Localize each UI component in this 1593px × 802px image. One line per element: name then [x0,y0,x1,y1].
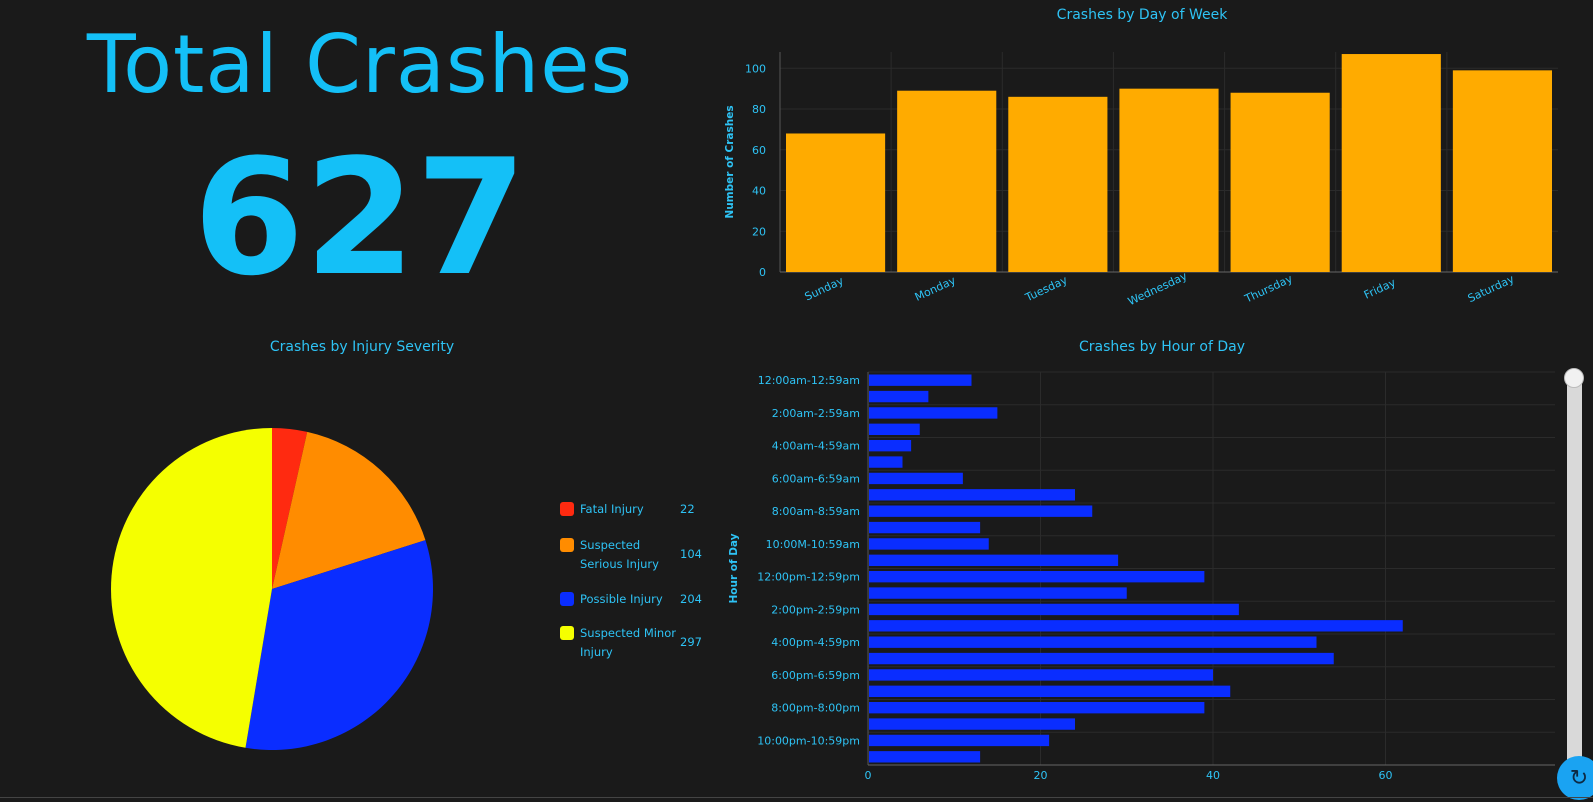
y-tick-label: 2:00am-2:59am [772,407,860,420]
y-tick-label: 4:00pm-4:59pm [771,636,860,649]
y-tick-label: 4:00am-4:59am [772,440,860,453]
legend-swatch [560,626,574,640]
bar [869,587,1127,599]
bar [869,734,1050,747]
chart-title: Crashes by Hour of Day [1079,339,1245,355]
bar [869,669,1213,681]
bar [869,571,1205,583]
y-tick-label: 0 [759,266,766,279]
legend-item[interactable]: Suspected Minor Injury 297 [560,624,702,662]
bar [869,636,1317,648]
day-of-week-chart: Crashes by Day of Week Number of Crashes 0… [724,7,1558,308]
y-tick-label: 20 [752,225,766,238]
chart-title: Crashes by Day of Week [1057,7,1229,23]
refresh-icon: ↻ [1569,765,1589,791]
bar [869,472,963,485]
legend-swatch [560,502,574,516]
y-tick-label: 10:00pm-10:59pm [757,734,860,747]
y-tick-label: 12:00pm-12:59pm [757,571,860,584]
bar [869,521,981,534]
pie-slice [272,431,426,589]
legend-label: Suspected Minor Injury [580,626,676,659]
bar [869,718,1075,730]
y-tick-label: 8:00am-8:59am [772,505,860,518]
bar [869,374,972,386]
y-tick-label: 2:00pm-2:59pm [771,603,860,616]
scrollbar-handle-icon[interactable] [1564,368,1584,388]
x-tick-label: Monday [913,274,958,304]
bar [1341,54,1441,273]
x-tick-label: 0 [865,769,872,780]
legend-count: 22 [680,502,695,516]
bar [1119,88,1219,273]
bar [869,620,1403,632]
x-tick-label: Tuesday [1022,273,1069,304]
x-tick-label: Thursday [1242,272,1295,306]
legend-label: Suspected Serious Injury [580,538,659,571]
total-crashes-value: 627 [193,124,527,311]
y-tick-label: 40 [752,185,766,198]
legend-count: 297 [680,635,702,649]
y-tick-label: 12:00am-12:59am [758,374,860,387]
y-tick-label: 60 [752,144,766,157]
legend-item[interactable]: Suspected Serious Injury 104 [560,536,702,574]
bar [1008,96,1108,272]
bar [869,390,929,403]
bar [869,505,1093,517]
x-tick-label: 40 [1206,769,1220,780]
x-tick-label: Saturday [1466,272,1517,305]
bar [869,489,1075,501]
bar [869,440,912,452]
x-tick-label: Wednesday [1126,269,1190,308]
bar [869,702,1205,714]
total-crashes-title: Total Crashes [86,18,634,111]
bar [869,652,1334,665]
bar [869,603,1239,616]
x-tick-label: 20 [1034,769,1048,780]
bar [1230,92,1330,272]
pie-slice [111,428,272,748]
y-tick-label: 10:00M-10:59am [766,538,860,551]
legend-count: 204 [680,592,702,606]
reset-zoom-button[interactable]: ↻ [1557,756,1593,800]
legend-swatch [560,538,574,552]
chart-scrollbar[interactable] [1567,370,1582,770]
y-tick-label: 6:00am-6:59am [772,472,860,485]
hour-of-day-chart: Crashes by Hour of Day Hour of Day 0 20 40 60… [728,339,1556,780]
bar [869,685,1231,697]
bar [786,133,886,272]
y-tick-label: 8:00pm-8:00pm [771,702,860,715]
bar [869,456,903,468]
pie-slice [245,540,434,750]
legend-label: Fatal Injury [580,502,644,516]
bar [869,407,998,419]
legend-count: 104 [680,547,702,561]
bar [1452,70,1552,272]
y-axis-label: Hour of Day [728,533,740,603]
bar [897,90,997,272]
y-axis-label: Number of Crashes [724,105,736,218]
legend-item[interactable]: Fatal Injury 22 [560,500,695,519]
pie-slice [272,428,308,589]
y-tick-label: 6:00pm-6:59pm [771,669,860,682]
x-tick-label: 60 [1379,769,1393,780]
legend-item[interactable]: Possible Injury 204 [560,590,702,609]
x-tick-label: 8 [1555,769,1556,780]
total-crashes-panel: Total Crashes 627 [0,0,720,330]
bar [869,554,1119,566]
bottom-divider [0,797,1593,798]
y-tick-label: 100 [745,62,766,75]
y-tick-label: 80 [752,103,766,116]
chart-title: Crashes by Injury Severity [270,339,454,355]
legend-swatch [560,592,574,606]
bar [869,423,920,435]
injury-severity-chart: Crashes by Injury Severity [111,339,454,750]
x-tick-label: Friday [1362,276,1398,302]
bar [869,751,981,763]
legend-label: Possible Injury [580,592,663,606]
x-tick-label: Sunday [803,274,846,303]
bar [869,538,989,550]
